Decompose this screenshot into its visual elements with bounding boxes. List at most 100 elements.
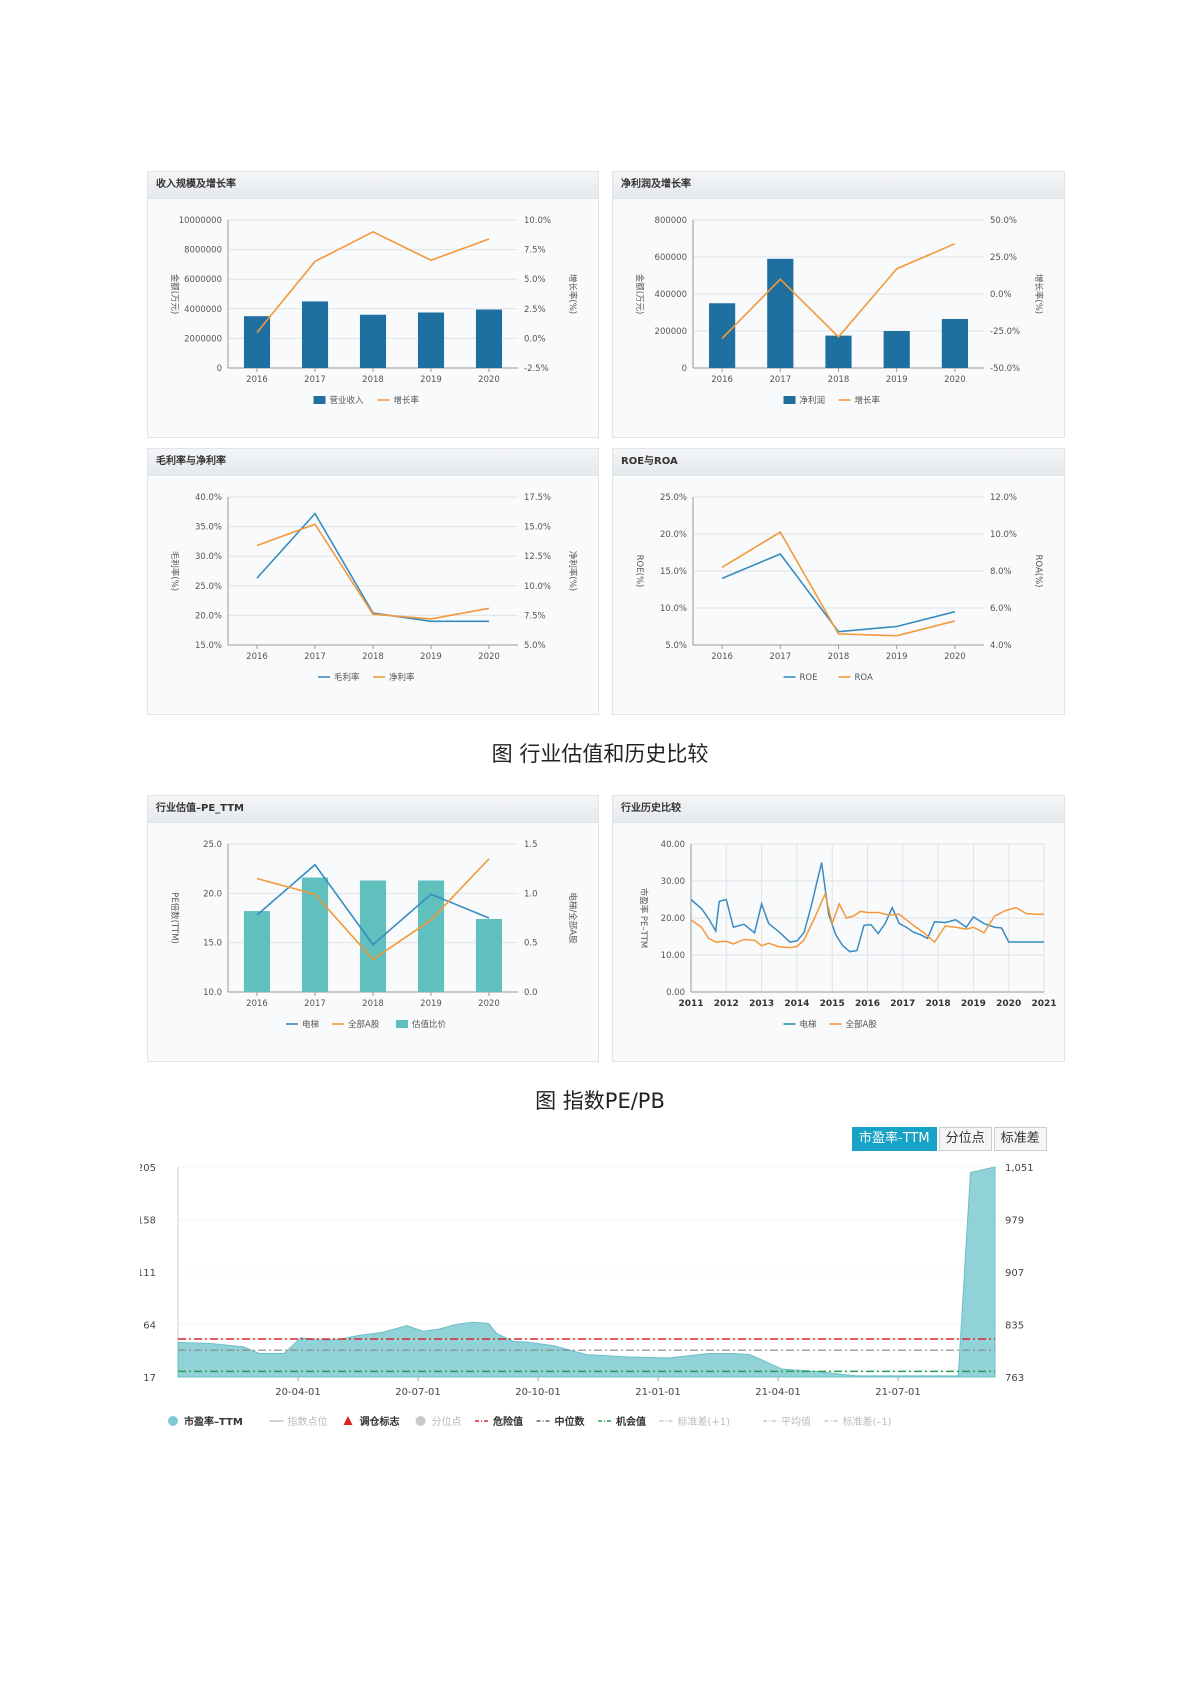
y2-axis-title: 增长率(%) — [1033, 274, 1044, 314]
y2-tick-label: 2.5% — [524, 305, 546, 315]
legend-label: 危险值 — [493, 1415, 523, 1428]
y2-tick-label: 1.5 — [524, 840, 538, 850]
panel-title: 行业估值–PE_TTM — [148, 796, 598, 823]
index-pe-chart: 205 158 111 64 17 1,051 979 907 835 763 20-04-01 20… — [140, 1155, 1060, 1500]
bar — [359, 314, 387, 368]
y-tick-label: 15.0% — [195, 641, 222, 651]
x-tick-label: 2013 — [749, 999, 774, 1009]
y2-axis-title: 增长率(%) — [567, 274, 578, 314]
y-tick-label: 10.0% — [660, 604, 687, 614]
x-tick-label: 2018 — [926, 999, 951, 1009]
series-line — [256, 512, 489, 623]
pe-area — [177, 1166, 996, 1378]
y2-tick-label: 10.0% — [990, 530, 1017, 540]
y-tick-label: 0.00 — [666, 988, 685, 998]
chart-svg: 40.0% 35.0% 30.0% 25.0% 20.0% 15.0% 17.5% 15.0%… — [169, 493, 578, 683]
legend: 毛利率 净利率 — [318, 672, 415, 683]
legend-label: 分位点 — [432, 1415, 462, 1428]
tab-std-dev[interactable]: 标准差 — [993, 1127, 1047, 1151]
x-tick-label: 2020 — [944, 652, 966, 662]
tab-percentile[interactable]: 分位点 — [938, 1127, 992, 1151]
y-tick-label: 64 — [143, 1321, 156, 1332]
y-tick-label: 25.0 — [203, 840, 222, 850]
y-tick-label: 5.0% — [665, 641, 687, 651]
x-tick-label: 2014 — [784, 999, 809, 1009]
y2-tick-label: 25.0% — [990, 253, 1017, 263]
roe-roa-chart-panel: ROE与ROA 25.0% 20.0% 15.0% 10.0% 5.0% 12.0% 10.… — [612, 448, 1065, 715]
series-line — [721, 553, 956, 633]
panel-title: 净利润及增长率 — [613, 172, 1064, 199]
bar — [243, 911, 271, 992]
x-tick-label: 2016 — [711, 652, 733, 662]
industry-history-chart-panel: 行业历史比较 40.00 30.00 20.00 10.00 0.00 2011 2012 2… — [612, 795, 1065, 1062]
y-tick-label: 20.0% — [660, 530, 687, 540]
y-axis-title: 金额(万元) — [169, 274, 180, 315]
x-tick-label: 2017 — [769, 652, 791, 662]
x-tick-label: 2016 — [246, 652, 268, 662]
legend-label: 机会值 — [616, 1415, 646, 1428]
y-tick-label: 10.00 — [661, 951, 685, 961]
y2-axis-title: 净利率(%) — [567, 551, 578, 591]
y2-tick-label: 12.5% — [524, 552, 551, 562]
x-tick-label: 2016 — [711, 375, 733, 385]
y2-tick-label: 4.0% — [990, 641, 1012, 651]
y2-tick-label: 15.0% — [524, 523, 551, 533]
legend-label: 毛利率 — [334, 672, 360, 683]
legend: 营业收入 增长率 — [313, 395, 420, 406]
y-tick-label: 0 — [682, 364, 687, 374]
x-tick-label: 2017 — [769, 375, 791, 385]
y-tick-label: 2000000 — [184, 334, 222, 344]
x-tick-label: 20-07-01 — [395, 1387, 440, 1398]
x-tick-label: 2019 — [961, 999, 986, 1009]
bar — [709, 303, 736, 368]
chart-svg: 10000000 8000000 6000000 4000000 2000000 0 10.… — [169, 216, 578, 406]
x-tick-label: 2020 — [478, 375, 500, 385]
chart-svg: 205 158 111 64 17 1,051 979 907 835 763 20-04-01 20… — [140, 1163, 1034, 1428]
series-line — [721, 242, 956, 339]
x-tick-label: 2017 — [304, 999, 326, 1009]
y2-axis-title: ROA(%) — [1033, 555, 1043, 588]
legend-label: ROE — [800, 673, 818, 683]
bar — [941, 318, 968, 368]
legend-label: 电梯 — [800, 1019, 818, 1030]
y-tick-label: 20.0 — [203, 889, 222, 899]
y-tick-label: 30.00 — [661, 877, 685, 887]
x-tick-label: 21-07-01 — [875, 1387, 920, 1398]
pe-tab-bar: 市盈率-TTM 分位点 标准差 — [850, 1127, 1047, 1151]
legend-label: 调仓标志 — [360, 1415, 400, 1428]
y2-tick-label: -25.0% — [990, 327, 1020, 337]
legend: ROE ROA — [783, 673, 873, 683]
y2-tick-label: 7.5% — [524, 611, 546, 621]
revenue-chart-panel: 收入规模及增长率 10000000 8000000 6000000 4000000 20… — [147, 171, 599, 438]
y2-tick-label: 12.0% — [990, 493, 1017, 503]
x-tick-label: 2011 — [678, 999, 703, 1009]
legend-swatch — [396, 1020, 408, 1028]
legend-swatch — [783, 396, 796, 404]
y2-tick-label: 763 — [1005, 1373, 1024, 1384]
y-tick-label: 30.0% — [195, 552, 222, 562]
x-tick-label: 2018 — [362, 375, 384, 385]
x-tick-label: 2020 — [478, 652, 500, 662]
y-tick-label: 800000 — [655, 216, 687, 226]
legend-swatch — [343, 1416, 353, 1425]
legend-label: 平均值 — [781, 1415, 811, 1428]
y2-axis-title: 电梯/全部A股 — [567, 892, 578, 944]
legend-label: 电梯 — [302, 1019, 320, 1030]
x-tick-label: 2019 — [886, 652, 908, 662]
x-tick-label: 2019 — [420, 999, 442, 1009]
y2-tick-label: 10.0% — [524, 216, 551, 226]
tab-pe-ttm[interactable]: 市盈率-TTM — [852, 1127, 937, 1151]
bar — [417, 312, 445, 368]
legend-label: 净利率 — [389, 672, 415, 683]
legend-label: 中位数 — [555, 1415, 586, 1428]
y-tick-label: 20.0% — [195, 611, 222, 621]
legend-label: 全部A股 — [846, 1019, 878, 1030]
legend-label: 估值比价 — [412, 1019, 447, 1030]
x-tick-label: 2018 — [362, 652, 384, 662]
y-axis-title: 金额(万元) — [634, 274, 645, 315]
y-tick-label: 10.0 — [203, 988, 222, 998]
y-axis-title: 毛利率(%) — [169, 551, 180, 591]
legend-label: 全部A股 — [348, 1019, 380, 1030]
y2-tick-label: -50.0% — [990, 364, 1020, 374]
